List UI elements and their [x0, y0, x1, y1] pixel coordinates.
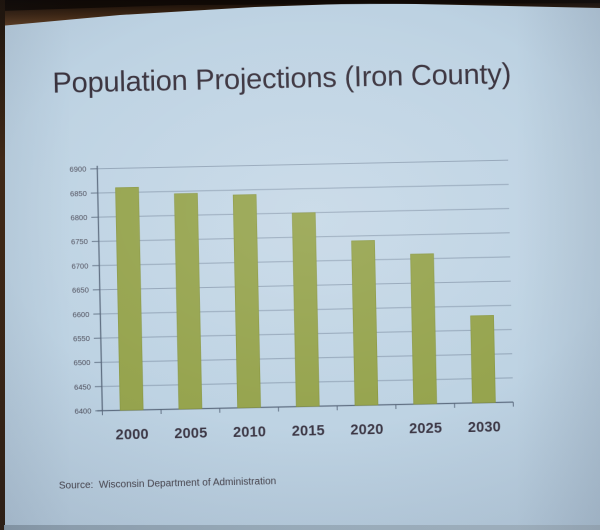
x-tick-label: 2030: [468, 419, 501, 436]
y-tick-label: 6700: [72, 261, 89, 270]
x-tick-label: 2010: [233, 424, 266, 441]
bar-2005: [174, 192, 203, 410]
x-tick-label: 2015: [292, 423, 325, 440]
y-tick-label: 6500: [74, 358, 91, 367]
y-tick-label: 6400: [75, 407, 92, 416]
screen-bottom-edge: [4, 525, 600, 530]
y-tick-label: 6550: [73, 334, 90, 343]
bar-2000: [115, 186, 144, 411]
x-tick-label: 2000: [116, 427, 149, 444]
bar-2030: [470, 315, 496, 404]
y-tick-label: 6900: [69, 165, 86, 174]
y-tick-label: 6650: [72, 286, 89, 295]
screen-left-edge: [0, 0, 5, 530]
y-tick-label: 6600: [73, 310, 90, 319]
y-tick-label: 6450: [74, 382, 91, 391]
x-tick-label: 2025: [409, 421, 442, 438]
y-tick-label: 6800: [71, 213, 88, 222]
x-tick-label: 2020: [350, 422, 383, 439]
bar-2025: [410, 253, 437, 405]
bar-2020: [351, 240, 379, 406]
bar-2010: [232, 194, 261, 409]
x-tick-label: 2005: [174, 426, 207, 443]
y-tick-label: 6750: [71, 237, 88, 246]
y-tick-label: 6850: [70, 189, 87, 198]
bar-2015: [291, 212, 320, 407]
